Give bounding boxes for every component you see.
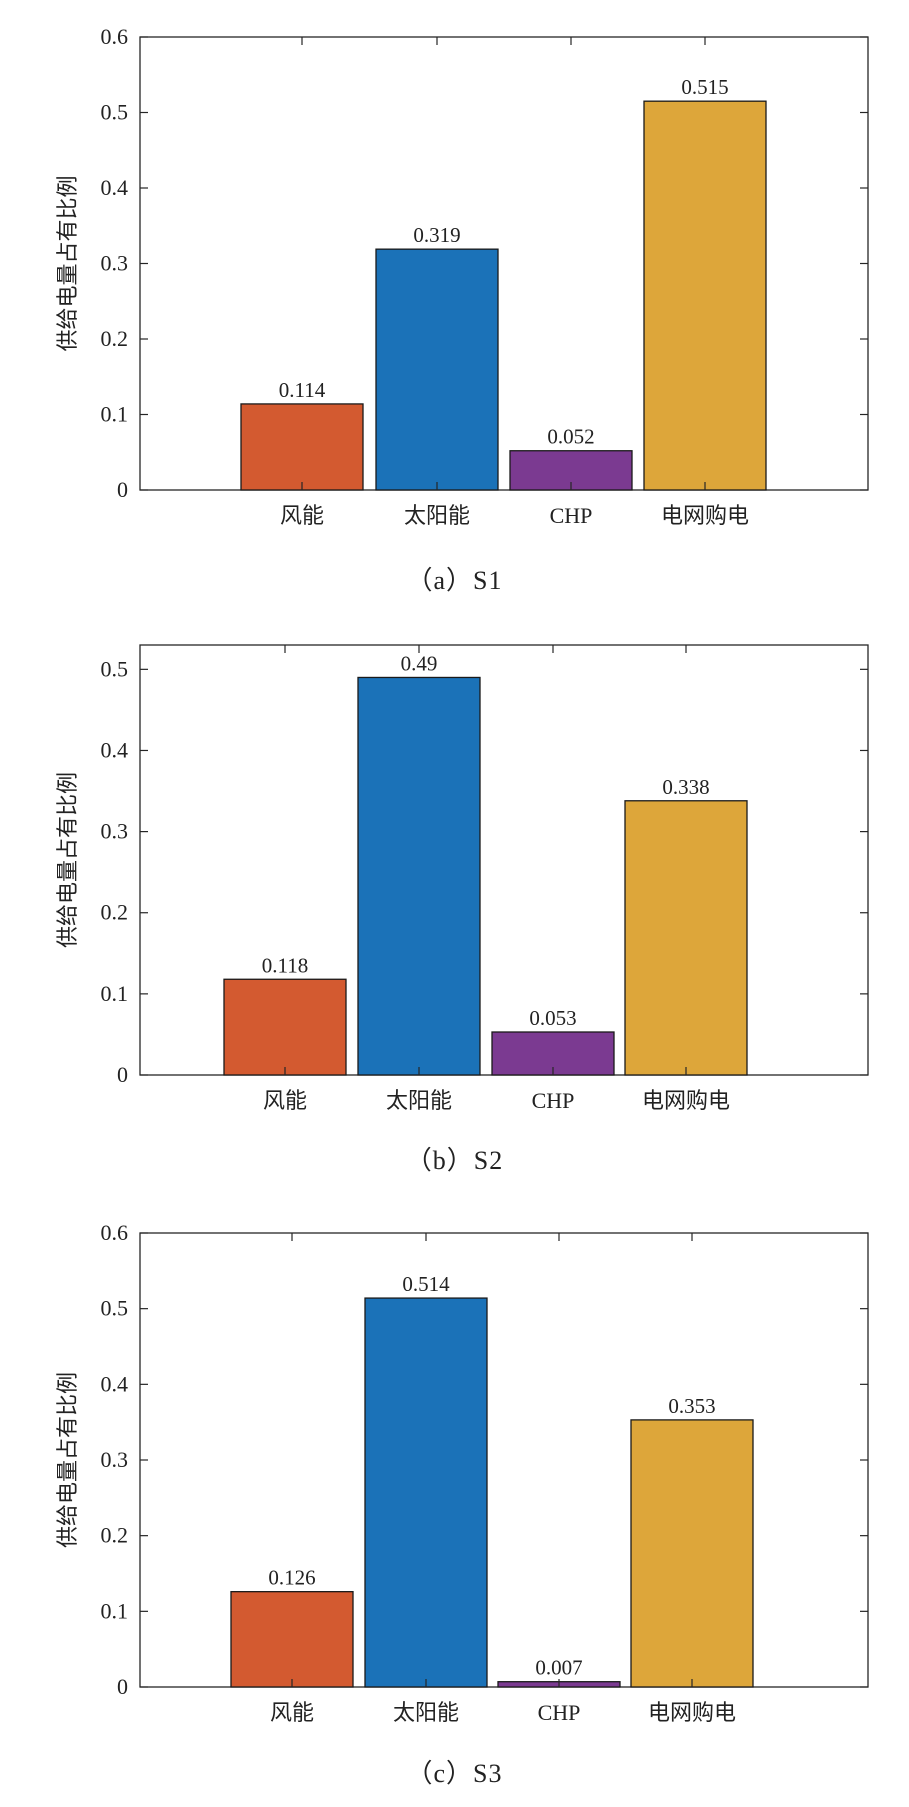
x-category-label: 风能 <box>280 503 324 528</box>
y-tick-label: 0.3 <box>101 251 129 276</box>
y-tick-label: 0 <box>117 1674 128 1699</box>
bar-1 <box>240 403 364 491</box>
bar-2 <box>357 676 481 1076</box>
y-tick-label: 0.4 <box>101 175 129 200</box>
y-tick-label: 0.2 <box>101 1523 129 1548</box>
chart-a-caption: （a）S1 <box>406 566 503 595</box>
chart-b-svg: 0 0.1 0.2 0.3 0.4 0.5 0.118 风能 0.49 太阳能 0.053 CHP 0.… <box>55 644 869 1113</box>
y-tick-label: 0.4 <box>101 1371 129 1396</box>
chart-panel-c: 0 0.1 0.2 0.3 0.4 0.5 0.6 0.126 风能 0.514 太阳能 0.007 C… <box>0 1200 909 1807</box>
chart-b-caption: （b）S2 <box>405 1146 504 1175</box>
bar-data-label: 0.353 <box>668 1394 715 1418</box>
y-tick-label: 0.5 <box>101 1296 129 1321</box>
x-category-label: 太阳能 <box>393 1700 459 1725</box>
x-category-label: 电网购电 <box>642 1088 730 1113</box>
x-category-label: CHP <box>538 1700 581 1725</box>
x-category-label: 风能 <box>263 1088 307 1113</box>
x-category-label: 太阳能 <box>404 503 470 528</box>
x-category-label: 电网购电 <box>661 503 749 528</box>
x-category-label: CHP <box>550 503 593 528</box>
y-tick-label: 0.5 <box>101 100 129 125</box>
y-tick-label: 0.6 <box>101 24 129 49</box>
chart-c-svg: 0 0.1 0.2 0.3 0.4 0.5 0.6 0.126 风能 0.514 太阳能 0.007 C… <box>55 1220 869 1725</box>
y-axis-label: 供给电量占有比例 <box>55 175 80 351</box>
y-tick-label: 0 <box>117 1062 128 1087</box>
bar-data-label: 0.338 <box>662 775 709 799</box>
bar-data-label: 0.114 <box>279 378 326 402</box>
y-tick-label: 0.1 <box>101 1598 129 1623</box>
chart-c-caption: （c）S3 <box>406 1759 503 1788</box>
bar-data-label: 0.126 <box>268 1566 315 1590</box>
bar-data-label: 0.515 <box>681 75 728 99</box>
bar-1 <box>223 978 347 1076</box>
bar-data-label: 0.007 <box>535 1656 582 1680</box>
bar-data-label: 0.49 <box>401 651 438 675</box>
bar-2 <box>364 1297 488 1688</box>
y-axis-label: 供给电量占有比例 <box>55 772 80 948</box>
chart-panel-b: 0 0.1 0.2 0.3 0.4 0.5 0.118 风能 0.49 太阳能 0.053 CHP 0.… <box>0 600 909 1200</box>
bar-4 <box>624 800 748 1076</box>
bar-data-label: 0.053 <box>529 1006 576 1030</box>
y-tick-label: 0.2 <box>101 900 129 925</box>
bar-data-label: 0.052 <box>547 425 594 449</box>
y-tick-label: 0.1 <box>101 402 129 427</box>
y-tick-label: 0.3 <box>101 819 129 844</box>
y-tick-label: 0.1 <box>101 981 129 1006</box>
bar-data-label: 0.118 <box>262 953 308 977</box>
chart-a-svg: 0 0.1 0.2 0.3 0.4 0.5 0.6 0.114 风能 0.319 太阳能 0.052 C… <box>55 24 869 528</box>
bar-data-label: 0.319 <box>413 223 460 247</box>
y-tick-label: 0.3 <box>101 1447 129 1472</box>
x-category-label: 太阳能 <box>386 1088 452 1113</box>
chart-panel-a: 0 0.1 0.2 0.3 0.4 0.5 0.6 0.114 风能 0.319 太阳能 0.052 C… <box>0 0 909 600</box>
y-tick-label: 0 <box>117 477 128 502</box>
bar-4 <box>630 1419 754 1688</box>
bar-4 <box>643 100 767 491</box>
x-category-label: 电网购电 <box>648 1700 736 1725</box>
y-tick-label: 0.5 <box>101 656 129 681</box>
y-tick-label: 0.2 <box>101 326 129 351</box>
x-category-label: CHP <box>532 1088 575 1113</box>
x-category-label: 风能 <box>270 1700 314 1725</box>
bar-data-label: 0.514 <box>402 1272 450 1296</box>
y-tick-label: 0.6 <box>101 1220 129 1245</box>
bar-1 <box>230 1591 354 1688</box>
bar-2 <box>375 248 499 491</box>
y-axis-label: 供给电量占有比例 <box>55 1372 80 1548</box>
y-tick-label: 0.4 <box>101 737 129 762</box>
